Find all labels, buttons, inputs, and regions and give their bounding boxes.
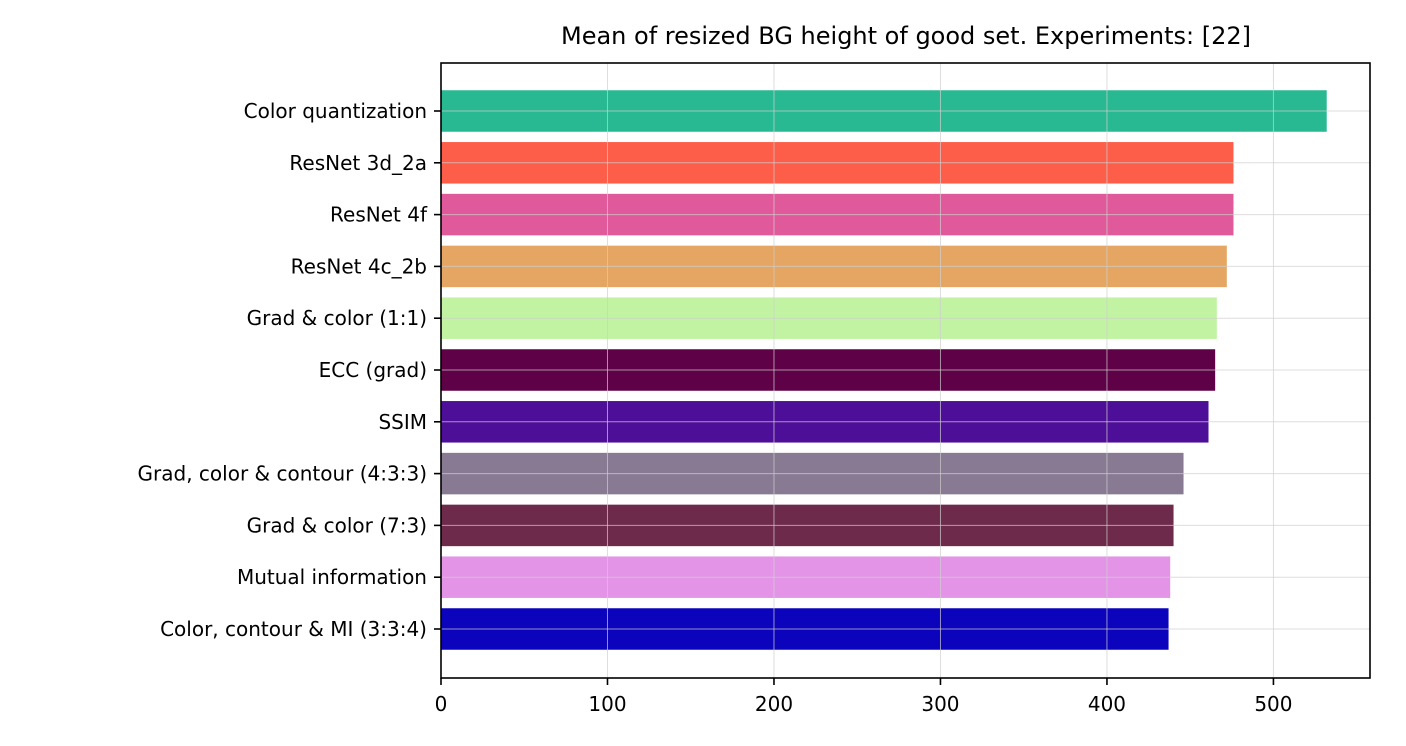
x-tick-label: 400 — [1088, 692, 1126, 716]
category-label: SSIM — [378, 410, 427, 434]
grid-lines — [440, 63, 1370, 678]
x-tick-label: 100 — [588, 692, 626, 716]
plot-frame — [440, 62, 1371, 679]
category-label: Mutual information — [237, 565, 427, 589]
category-label: Grad & color (1:1) — [247, 306, 427, 330]
category-label: ResNet 4c_2b — [291, 254, 427, 278]
category-label: Color quantization — [244, 99, 427, 123]
category-label: Color, contour & MI (3:3:4) — [160, 617, 427, 641]
x-tick-label: 500 — [1254, 692, 1292, 716]
x-tick-label: 300 — [921, 692, 959, 716]
x-tick-label: 200 — [755, 692, 793, 716]
category-label: Grad & color (7:3) — [247, 513, 427, 537]
chart-title: Mean of resized BG height of good set. E… — [561, 22, 1251, 50]
x-axis-ticks: 0 100 200 300 400 500 — [435, 678, 1293, 716]
x-tick-label: 0 — [435, 692, 448, 716]
category-label: ResNet 4f — [330, 203, 428, 227]
category-label: Grad, color & contour (4:3:3) — [138, 462, 427, 486]
category-label: ECC (grad) — [319, 358, 427, 382]
category-labels: Color quantization ResNet 3d_2a ResNet 4f R… — [138, 99, 441, 641]
category-label: ResNet 3d_2a — [289, 151, 427, 175]
